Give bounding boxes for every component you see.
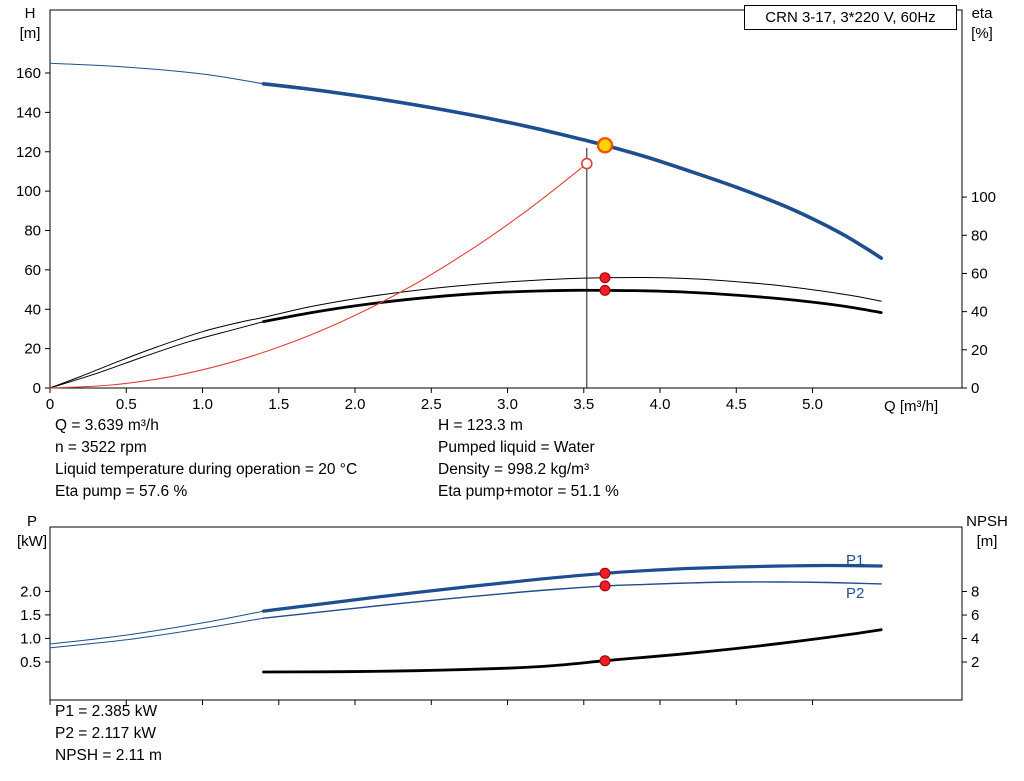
svg-text:80: 80	[971, 227, 988, 244]
svg-text:0.5: 0.5	[116, 396, 137, 413]
svg-text:80: 80	[24, 223, 41, 240]
svg-text:40: 40	[24, 301, 41, 318]
svg-text:1.0: 1.0	[20, 630, 41, 647]
npsh-point	[599, 655, 611, 667]
info-pumped-liquid: Pumped liquid = Water	[438, 439, 595, 456]
svg-text:0: 0	[33, 380, 41, 397]
info-p2: P2 = 2.117 kW	[55, 725, 156, 742]
svg-text:0.5: 0.5	[20, 654, 41, 671]
info-npsh: NPSH = 2.11 m	[55, 747, 162, 764]
p2-curve-extension	[49, 617, 264, 649]
svg-text:4: 4	[971, 631, 979, 648]
requested-duty-point	[580, 157, 593, 170]
svg-text:120: 120	[16, 144, 41, 161]
svg-text:2: 2	[971, 654, 979, 671]
operating-info-right: H = 123.3 m Pumped liquid = Water Densit…	[438, 417, 619, 505]
p1-point	[599, 567, 611, 579]
svg-text:140: 140	[16, 104, 41, 121]
qh-chart-frame	[49, 9, 963, 389]
eta-pump-motor-curve-extension	[49, 321, 264, 389]
svg-text:2.0: 2.0	[345, 396, 366, 413]
operating-info-left: Q = 3.639 m³/h n = 3522 rpm Liquid tempe…	[55, 417, 357, 505]
eta-axis-title: eta [%]	[971, 5, 993, 42]
svg-text:1.5: 1.5	[20, 607, 41, 624]
svg-text:4.0: 4.0	[650, 396, 671, 413]
info-head: H = 123.3 m	[438, 417, 523, 434]
svg-text:8: 8	[971, 584, 979, 601]
svg-text:20: 20	[24, 341, 41, 358]
info-flow: Q = 3.639 m³/h	[55, 417, 159, 434]
svg-text:20: 20	[971, 342, 988, 359]
svg-text:3.5: 3.5	[573, 396, 594, 413]
svg-text:5.0: 5.0	[802, 396, 823, 413]
p-axis-title: P [kW]	[17, 513, 47, 550]
svg-text:4.5: 4.5	[726, 396, 747, 413]
svg-text:6: 6	[971, 607, 979, 624]
svg-text:60: 60	[971, 265, 988, 282]
svg-text:40: 40	[971, 304, 988, 321]
svg-text:160: 160	[16, 65, 41, 82]
eta-pump-motor-point	[599, 284, 611, 296]
npsh-axis-title: NPSH [m]	[966, 513, 1008, 550]
info-eta-pump: Eta pump = 57.6 %	[55, 483, 188, 500]
p2-point	[599, 580, 611, 592]
eta-pump-curve	[49, 276, 882, 389]
power-npsh-info: P1 = 2.385 kW P2 = 2.117 kW NPSH = 2.11 …	[55, 703, 162, 769]
svg-text:2.0: 2.0	[20, 583, 41, 600]
svg-text:0: 0	[971, 380, 979, 397]
info-p1: P1 = 2.385 kW	[55, 703, 158, 720]
eta-pump-motor-curve	[262, 288, 883, 323]
p1-curve-extension	[49, 610, 264, 645]
svg-text:1.5: 1.5	[268, 396, 289, 413]
svg-text:3.0: 3.0	[497, 396, 518, 413]
svg-text:1.0: 1.0	[192, 396, 213, 413]
p1-curve-label: P1	[846, 552, 865, 569]
svg-text:60: 60	[24, 262, 41, 279]
info-liquid-temperature: Liquid temperature during operation = 20…	[55, 461, 358, 478]
q-axis-title: Q [m³/h]	[884, 398, 939, 415]
p2-curve-label: P2	[846, 585, 865, 602]
duty-point	[596, 137, 614, 154]
svg-text:100: 100	[971, 189, 996, 206]
head-curve-extension	[49, 62, 264, 85]
svg-text:0: 0	[46, 396, 54, 413]
pump-model-box: CRN 3-17, 3*220 V, 60Hz	[744, 5, 957, 30]
svg-text:2.5: 2.5	[421, 396, 442, 413]
info-eta-pump-motor: Eta pump+motor = 51.1 %	[438, 483, 619, 500]
system-curve	[49, 163, 588, 389]
head-curve	[261, 82, 883, 260]
info-density: Density = 998.2 kg/m³	[438, 461, 590, 478]
eta-pump-point	[599, 272, 611, 284]
info-speed: n = 3522 rpm	[55, 439, 147, 456]
h-axis-title: H [m]	[19, 5, 41, 42]
svg-text:100: 100	[16, 183, 41, 200]
npsh-curve	[262, 628, 883, 674]
power-npsh-chart-frame	[49, 526, 963, 701]
